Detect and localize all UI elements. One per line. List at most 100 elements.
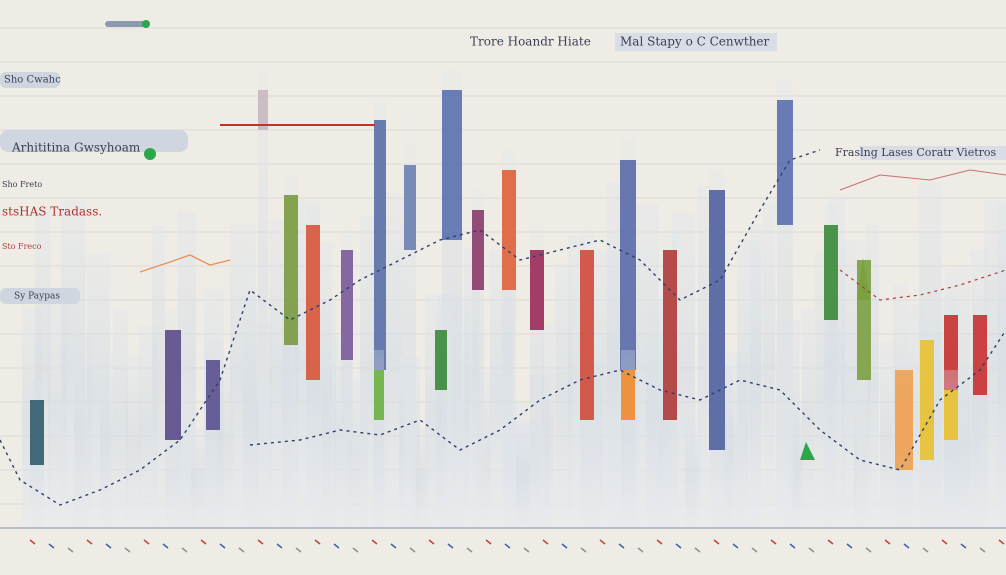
thin-line [139, 254, 231, 273]
column-color [206, 360, 220, 430]
pale-column [880, 342, 894, 528]
column-stem [374, 350, 384, 528]
column-color [404, 165, 416, 250]
tick [333, 543, 340, 549]
pale-column [542, 324, 555, 528]
pale-column [191, 428, 206, 528]
tick [181, 547, 188, 553]
bars [22, 70, 1006, 529]
tick [884, 539, 891, 545]
tick [751, 547, 758, 553]
pale-column [100, 350, 114, 528]
cone [800, 442, 815, 460]
side-label: Arhititina Gwsyhoam [11, 141, 141, 155]
tick [466, 547, 473, 553]
tick [124, 547, 131, 553]
tick [409, 547, 416, 553]
tick [580, 547, 587, 553]
label-box [0, 72, 60, 88]
cone [857, 258, 870, 300]
tick [504, 543, 511, 549]
column-color [258, 90, 268, 130]
column-color [824, 225, 838, 320]
pale-column [360, 215, 376, 529]
tick [352, 547, 359, 553]
pale-column [321, 302, 337, 528]
labels: Trore Hoandr Hiate Mal Stapy o C Cenwthe… [0, 20, 1006, 304]
pale-column [997, 201, 1006, 528]
tick [903, 543, 910, 549]
column-color [777, 100, 793, 225]
label-box [0, 288, 80, 304]
tick [656, 539, 663, 545]
tick [143, 539, 150, 545]
label-box [615, 33, 777, 51]
tick [314, 539, 321, 545]
tick [219, 543, 226, 549]
column-stem [258, 70, 268, 528]
dashed-line [249, 329, 1006, 471]
tick [257, 539, 264, 545]
column-color [165, 330, 181, 440]
pale-column [750, 223, 763, 529]
column-color [920, 340, 934, 460]
tick [295, 547, 302, 553]
column-color [580, 250, 594, 420]
tick [371, 539, 378, 545]
tick [827, 539, 834, 545]
side-label: Sto Freco [2, 242, 42, 251]
column-color [284, 195, 298, 345]
side-label: Fraslng Lases Coratr Vietros [835, 146, 997, 159]
pale-column [412, 428, 429, 528]
side-label: Sho Cwahc [4, 75, 61, 86]
dot [144, 148, 156, 160]
column-color [306, 225, 320, 380]
tick [561, 543, 568, 549]
column-color [30, 400, 44, 465]
column-color [502, 170, 516, 290]
pale-column [685, 413, 701, 528]
side-label: Sy Paypas [14, 292, 60, 302]
tick [29, 539, 36, 545]
label-box [0, 130, 188, 152]
tick [675, 543, 682, 549]
tick [276, 543, 283, 549]
column-color [973, 315, 987, 395]
tick [865, 547, 872, 553]
tick [238, 547, 245, 553]
tick [86, 539, 93, 545]
label-box [860, 146, 1006, 160]
pale-column [217, 354, 233, 528]
tick [713, 539, 720, 545]
pale-column [243, 295, 259, 528]
tick [485, 539, 492, 545]
pale-column [607, 181, 625, 528]
dot [142, 20, 150, 28]
pale-column [698, 186, 713, 528]
tick [105, 543, 112, 549]
tick [732, 543, 739, 549]
tick [960, 543, 967, 549]
tick [390, 543, 397, 549]
tick [979, 547, 986, 553]
column-color [944, 390, 958, 440]
tick [618, 543, 625, 549]
pale-column [152, 225, 165, 528]
pale-column [763, 201, 776, 529]
tick [523, 547, 530, 553]
header-label: Mal Stapy o C Cenwther [620, 35, 770, 49]
column-color [709, 190, 725, 450]
tick [637, 547, 644, 553]
tick [428, 539, 435, 545]
thin-line [839, 169, 1006, 191]
tick [922, 547, 929, 553]
column-color [374, 370, 384, 420]
tick [941, 539, 948, 545]
tick [162, 543, 169, 549]
column-color [472, 210, 484, 290]
tick [846, 543, 853, 549]
pill [105, 21, 147, 27]
tick [998, 539, 1005, 545]
